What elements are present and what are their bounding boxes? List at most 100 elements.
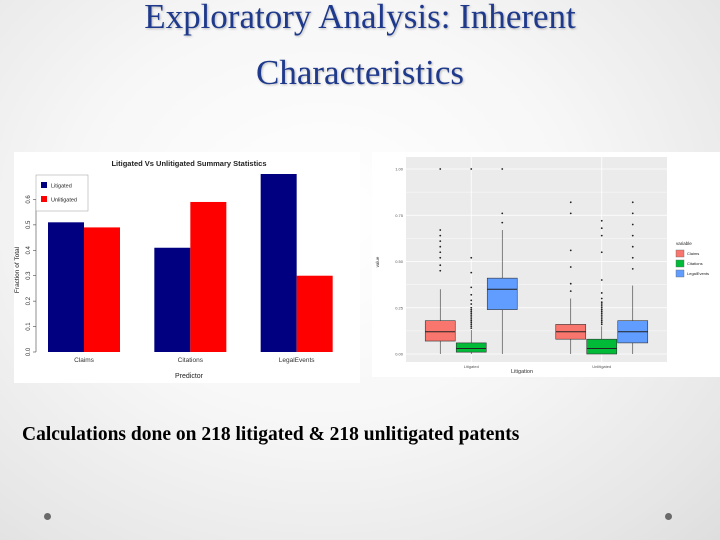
bar-chart-title: Litigated Vs Unlitigated Summary Statist… xyxy=(111,159,266,168)
box-legalevents-litigated xyxy=(486,168,518,354)
box-outlier-point xyxy=(470,321,473,324)
box-plot-legend: variable Claims Citations LegalEvents xyxy=(675,241,709,278)
box-outlier-point xyxy=(569,282,572,285)
bullet-dot-left xyxy=(44,513,51,520)
box-plot-x-axis-label: Litigation xyxy=(511,369,533,375)
box-outlier-point xyxy=(470,293,473,296)
box-outlier-point xyxy=(600,292,603,294)
box-outlier-point xyxy=(600,308,603,311)
box-outlier-point xyxy=(600,219,603,222)
box-outlier-point xyxy=(470,168,473,170)
bar-litigated-legalevents xyxy=(260,174,297,352)
box-outlier-point xyxy=(600,314,603,317)
box-outlier-point xyxy=(569,201,572,204)
bar-chart-y-tick-label: 0.1 xyxy=(26,322,32,331)
box-plot-y-tick-label: 1.00 xyxy=(395,167,404,172)
bar-chart-x-axis-label: Predictor xyxy=(175,373,204,380)
box-outlier-point xyxy=(631,245,634,248)
box-outlier-point xyxy=(600,319,603,322)
bar-chart-panel: Litigated Vs Unlitigated Summary Statist… xyxy=(14,152,360,383)
box-outlier-point xyxy=(470,312,473,315)
box-body xyxy=(586,338,618,355)
box-outlier-point xyxy=(569,266,572,268)
box-outlier-point xyxy=(439,269,442,272)
box-outlier-point xyxy=(470,323,473,326)
box-body xyxy=(486,277,518,310)
box-outlier-point xyxy=(470,299,473,302)
box-plot-legend-swatch xyxy=(675,259,685,268)
box-outlier-point xyxy=(470,325,473,328)
box-outlier-point xyxy=(600,316,603,318)
box-outlier-point xyxy=(439,251,442,254)
box-plot-legend-label: LegalEvents xyxy=(687,271,709,276)
box-outlier-point xyxy=(470,256,473,259)
box-legalevents-unlitigated xyxy=(617,201,649,354)
box-outlier-point xyxy=(600,317,603,320)
box-outlier-point xyxy=(600,305,603,307)
box-outlier-point xyxy=(439,240,442,243)
box-outlier-point xyxy=(631,256,634,259)
bar-chart-legend-swatch xyxy=(41,196,47,202)
box-outlier-point xyxy=(470,310,473,313)
box-outlier-point xyxy=(439,168,442,170)
bullet-dot-right xyxy=(665,513,672,520)
box-plot-x-tick-label: Unlitigated xyxy=(592,364,611,369)
bar-chart-y-tick-label: 0.4 xyxy=(26,245,32,254)
slide-title-line-2: Characteristics xyxy=(256,53,464,92)
box-outlier-point xyxy=(569,290,572,292)
box-outlier-point xyxy=(600,301,603,304)
bar-chart: Litigated Vs Unlitigated Summary Statist… xyxy=(14,159,333,380)
bar-chart-y-tick-label: 0.3 xyxy=(26,271,32,280)
bar-litigated-citations xyxy=(154,247,191,352)
bar-chart-legend-label: Litigated xyxy=(51,184,72,190)
box-plot-panel: Litigation value 0.00 0.25 0.50 0.75 1.00 Lit… xyxy=(372,152,720,377)
box-outlier-point xyxy=(631,201,634,204)
box-outlier-point xyxy=(470,306,473,309)
box-outlier-point xyxy=(470,308,473,311)
box-outlier-point xyxy=(470,303,473,305)
bar-unlitigated-legalevents xyxy=(296,275,333,352)
bar-chart-y-tick-label: 0.5 xyxy=(26,220,32,229)
box-outlier-point xyxy=(600,321,603,324)
box-plot: Litigation value 0.00 0.25 0.50 0.75 1.00 Lit… xyxy=(375,157,709,375)
bar-chart-y-tick-label: 0.0 xyxy=(26,347,32,356)
box-outlier-point xyxy=(600,279,603,281)
box-outlier-point xyxy=(470,314,473,317)
box-outlier-point xyxy=(600,251,603,254)
box-outlier-point xyxy=(470,316,473,318)
bar-chart-y-tick-label: 0.6 xyxy=(26,195,32,204)
box-outlier-point xyxy=(631,234,634,237)
box-plot-legend-label: Claims xyxy=(687,251,699,256)
box-outlier-point xyxy=(600,310,603,313)
box-outlier-point xyxy=(600,306,603,309)
bar-chart-y-tick-label: 0.2 xyxy=(26,296,32,305)
bar-chart-legend: Litigated Unlitigated xyxy=(35,174,89,212)
box-plot-y-tick-label: 0.25 xyxy=(395,305,404,310)
bar-chart-category-label: Citations xyxy=(178,357,204,364)
box-outlier-point xyxy=(631,223,634,226)
bar-chart-category-label: Claims xyxy=(74,357,95,364)
box-plot-y-tick-label: 0.75 xyxy=(395,213,404,218)
box-claims-unlitigated xyxy=(555,201,587,354)
box-outlier-point xyxy=(600,312,603,315)
box-citations-litigated xyxy=(455,168,487,354)
box-plot-y-tick-label: 0.50 xyxy=(395,259,404,264)
box-outlier-point xyxy=(600,234,603,237)
box-outlier-point xyxy=(470,319,473,322)
bar-litigated-claims xyxy=(48,222,84,352)
box-outlier-point xyxy=(470,327,473,329)
box-claims-litigated xyxy=(424,168,456,354)
box-outlier-point xyxy=(631,268,634,270)
bar-unlitigated-claims xyxy=(84,227,120,352)
bar-unlitigated-citations xyxy=(190,201,227,352)
box-outlier-point xyxy=(439,264,442,267)
box-body xyxy=(424,320,456,342)
slide-title-line-1: Exploratory Analysis: Inherent xyxy=(144,0,576,36)
slide-caption: Calculations done on 218 litigated & 218… xyxy=(22,424,520,445)
box-outlier-point xyxy=(501,212,504,215)
box-plot-legend-swatch xyxy=(675,269,685,278)
box-plot-y-axis-label: value xyxy=(375,256,380,267)
box-outlier-point xyxy=(631,212,634,215)
box-outlier-point xyxy=(600,303,603,305)
box-plot-legend-swatch xyxy=(675,249,685,258)
